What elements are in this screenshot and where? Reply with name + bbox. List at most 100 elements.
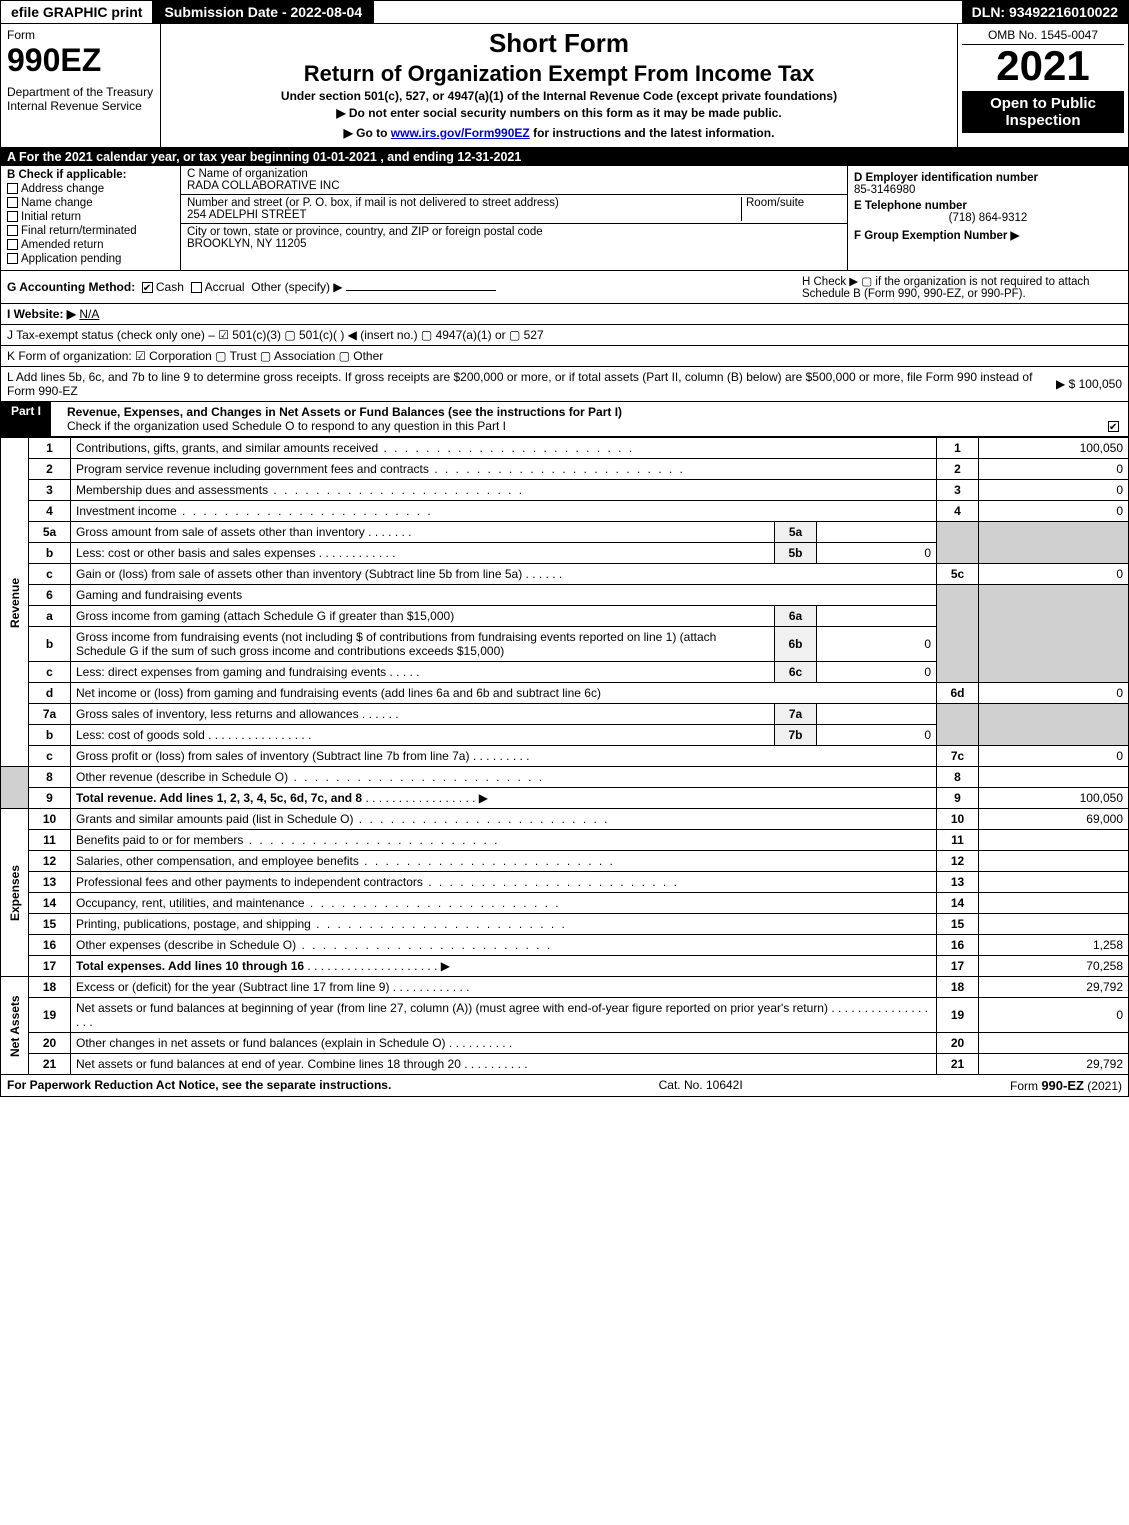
line-10-desc: Grants and similar amounts paid (list in… <box>71 809 937 830</box>
paperwork-notice: For Paperwork Reduction Act Notice, see … <box>7 1078 391 1092</box>
form-number: 990EZ <box>7 42 154 79</box>
line-7b-subval: 0 <box>817 725 937 746</box>
line-12-num: 12 <box>937 851 979 872</box>
chk-label: Application pending <box>21 253 121 265</box>
line-5c-no: c <box>29 564 71 585</box>
line-6-no: 6 <box>29 585 71 606</box>
chk-accrual[interactable] <box>191 282 202 293</box>
ein-value: 85-3146980 <box>854 184 915 196</box>
line-10-num: 10 <box>937 809 979 830</box>
line-21-desc: Net assets or fund balances at end of ye… <box>71 1054 937 1075</box>
chk-label: Final return/terminated <box>21 225 137 237</box>
line-10-no: 10 <box>29 809 71 830</box>
line-7a-sub: 7a <box>775 704 817 725</box>
line-13-amt <box>979 872 1129 893</box>
chk-application-pending[interactable]: Application pending <box>7 253 174 265</box>
line-5c-num: 5c <box>937 564 979 585</box>
line-15-num: 15 <box>937 914 979 935</box>
line-1-num: 1 <box>937 438 979 459</box>
irs-link[interactable]: www.irs.gov/Form990EZ <box>391 126 530 140</box>
ein-label: D Employer identification number <box>854 172 1038 184</box>
line-6a-desc: Gross income from gaming (attach Schedul… <box>71 606 775 627</box>
line-2-desc: Program service revenue including govern… <box>71 459 937 480</box>
line-20-no: 20 <box>29 1033 71 1054</box>
line-1-amt: 100,050 <box>979 438 1129 459</box>
line-16-no: 16 <box>29 935 71 956</box>
top-bar-left: efile GRAPHIC print Submission Date - 20… <box>1 1 374 23</box>
street-value: 254 ADELPHI STREET <box>187 209 307 221</box>
expenses-side-label: Expenses <box>1 809 29 977</box>
line-9-desc: Total revenue. Add lines 1, 2, 3, 4, 5c,… <box>71 788 937 809</box>
chk-label: Name change <box>21 197 93 209</box>
tax-year: 2021 <box>962 45 1124 87</box>
header-right: OMB No. 1545-0047 2021 Open to Public In… <box>958 24 1128 147</box>
line-19-desc: Net assets or fund balances at beginning… <box>71 998 937 1033</box>
line-7b-sub: 7b <box>775 725 817 746</box>
line-17-amt: 70,258 <box>979 956 1129 977</box>
line-6a-subval <box>817 606 937 627</box>
line-8-num: 8 <box>937 767 979 788</box>
org-name-label: C Name of organization <box>187 168 308 180</box>
line-9-amt: 100,050 <box>979 788 1129 809</box>
line-19-no: 19 <box>29 998 71 1033</box>
line-6c-no: c <box>29 662 71 683</box>
open-public-badge: Open to Public Inspection <box>962 91 1124 133</box>
instr2-post: for instructions and the latest informat… <box>530 126 775 140</box>
line-20-amt <box>979 1033 1129 1054</box>
line-5a-subval <box>817 522 937 543</box>
lines-table: Revenue 1 Contributions, gifts, grants, … <box>0 437 1129 1075</box>
line-15-no: 15 <box>29 914 71 935</box>
line-17-desc: Total expenses. Add lines 10 through 16 … <box>71 956 937 977</box>
line-1-no: 1 <box>29 438 71 459</box>
line-14-no: 14 <box>29 893 71 914</box>
line-7c-amt: 0 <box>979 746 1129 767</box>
chk-cash[interactable] <box>142 282 153 293</box>
line-7b-desc: Less: cost of goods sold . . . . . . . .… <box>71 725 775 746</box>
efile-print-button[interactable]: efile GRAPHIC print <box>1 1 154 23</box>
row-l: L Add lines 5b, 6c, and 7b to line 9 to … <box>0 367 1129 402</box>
header-left: Form 990EZ Department of the Treasury In… <box>1 24 161 147</box>
line-6d-no: d <box>29 683 71 704</box>
line-5a-desc: Gross amount from sale of assets other t… <box>71 522 775 543</box>
chk-name-change[interactable]: Name change <box>7 197 174 209</box>
chk-initial-return[interactable]: Initial return <box>7 211 174 223</box>
website-label: I Website: ▶ <box>7 307 76 321</box>
website-value: N/A <box>79 307 99 321</box>
line-6d-amt: 0 <box>979 683 1129 704</box>
line-6b-sub: 6b <box>775 627 817 662</box>
part1-schedule-o-check[interactable] <box>1108 421 1119 432</box>
line-16-amt: 1,258 <box>979 935 1129 956</box>
line-5b-desc: Less: cost or other basis and sales expe… <box>71 543 775 564</box>
line-12-desc: Salaries, other compensation, and employ… <box>71 851 937 872</box>
section-c: C Name of organization RADA COLLABORATIV… <box>181 166 848 270</box>
line-9-num: 9 <box>937 788 979 809</box>
instr2-pre: ▶ Go to <box>344 126 391 140</box>
line-6d-desc: Net income or (loss) from gaming and fun… <box>71 683 937 704</box>
chk-final-return[interactable]: Final return/terminated <box>7 225 174 237</box>
grey-cell <box>979 585 1129 683</box>
city-value: BROOKLYN, NY 11205 <box>187 238 307 250</box>
line-2-num: 2 <box>937 459 979 480</box>
line-19-amt: 0 <box>979 998 1129 1033</box>
line-7a-desc: Gross sales of inventory, less returns a… <box>71 704 775 725</box>
form-ref: Form 990-EZ (2021) <box>1010 1078 1122 1093</box>
submission-date-button[interactable]: Submission Date - 2022-08-04 <box>154 1 374 23</box>
line-18-num: 18 <box>937 977 979 998</box>
part1-label: Part I <box>1 402 51 436</box>
section-a-text: A For the 2021 calendar year, or tax yea… <box>7 150 521 164</box>
section-a-wrapper: A For the 2021 calendar year, or tax yea… <box>0 148 1129 271</box>
line-3-no: 3 <box>29 480 71 501</box>
row-j: J Tax-exempt status (check only one) – ☑… <box>0 325 1129 346</box>
line-12-no: 12 <box>29 851 71 872</box>
line-6b-no: b <box>29 627 71 662</box>
chk-address-change[interactable]: Address change <box>7 183 174 195</box>
line-18-no: 18 <box>29 977 71 998</box>
line-20-desc: Other changes in net assets or fund bala… <box>71 1033 937 1054</box>
line-15-desc: Printing, publications, postage, and shi… <box>71 914 937 935</box>
line-17-no: 17 <box>29 956 71 977</box>
row-g: G Accounting Method: Cash Accrual Other … <box>7 280 496 294</box>
grey-cell <box>937 522 979 564</box>
row-l-text: L Add lines 5b, 6c, and 7b to line 9 to … <box>7 370 1056 398</box>
chk-amended-return[interactable]: Amended return <box>7 239 174 251</box>
line-8-no: 8 <box>29 767 71 788</box>
